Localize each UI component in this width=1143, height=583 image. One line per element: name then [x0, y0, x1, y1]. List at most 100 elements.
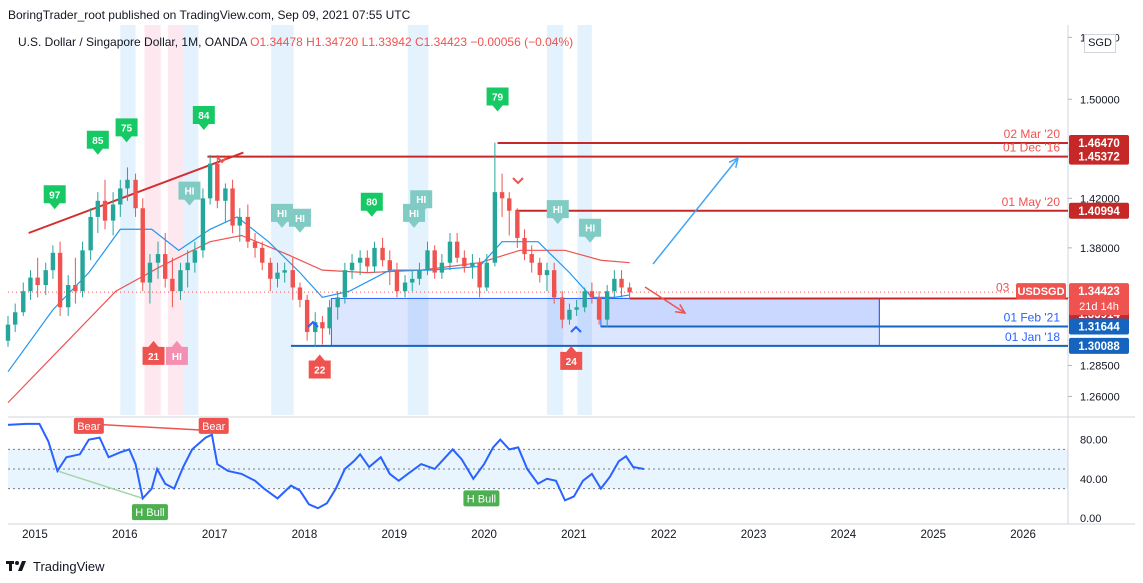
candle-body: [304, 299, 310, 333]
change-value: −0.00056 (−0.04%): [470, 35, 574, 49]
candle-body: [462, 257, 467, 267]
x-tick-label: 2026: [1010, 529, 1036, 541]
rsi-signal-text: Bear: [77, 421, 101, 433]
candle-body: [335, 297, 340, 308]
price-tag-text: 1.45372: [1078, 152, 1120, 164]
signal-badge: HI: [178, 181, 201, 206]
signal-badge: HI: [579, 218, 602, 243]
candle-body: [515, 210, 520, 238]
candle-body: [507, 198, 512, 211]
x-tick-label: 2022: [651, 529, 677, 541]
candle-body: [140, 208, 145, 283]
rsi-signal-badge: [73, 417, 104, 434]
signal-badge-shape: [270, 203, 293, 228]
signal-badge: 24: [560, 345, 583, 370]
symbol-tag-text: USDSGD: [1017, 286, 1064, 298]
candle-body: [200, 198, 206, 251]
rsi-signal-text: Bear: [202, 421, 226, 433]
candle-body: [282, 270, 287, 273]
candle-body: [492, 192, 498, 263]
candle-body: [417, 270, 422, 279]
candle-body: [402, 282, 408, 292]
current-price-tag: [1069, 283, 1129, 316]
candle-body: [73, 285, 78, 292]
open-value: O1.34478: [250, 35, 303, 49]
low-value: L1.33942: [361, 35, 412, 49]
candle-body: [425, 250, 430, 271]
candle-body: [365, 257, 370, 267]
signal-badge-text: 85: [92, 136, 104, 147]
signal-badge-shape: [192, 106, 215, 131]
signal-badge-shape: [86, 130, 109, 155]
candle-body: [544, 270, 550, 276]
signal-badge-text: 84: [198, 111, 210, 122]
candle-body: [170, 278, 175, 292]
signal-badge: 75: [115, 118, 138, 143]
x-tick-label: 2020: [471, 529, 497, 541]
y-tick-label: 1.50000: [1080, 94, 1120, 106]
price-tag: [1069, 148, 1129, 165]
signal-badge-text: HI: [172, 352, 182, 363]
candle-body: [275, 272, 280, 279]
candle-body: [268, 262, 273, 279]
bearish-projection-arrow: [644, 286, 686, 314]
x-tick-label: 2015: [22, 529, 48, 541]
signal-badge-shape: [579, 218, 602, 243]
candle-body: [320, 322, 325, 329]
signal-badge: HI: [288, 208, 311, 233]
candle-body: [245, 216, 251, 242]
candle-body: [522, 237, 527, 255]
signal-badge: 79: [486, 87, 509, 112]
highlight-band: [120, 25, 136, 415]
highlight-band: [144, 25, 161, 415]
x-tick-label: 2017: [202, 529, 228, 541]
price-tag: [1069, 337, 1129, 354]
candle-body: [394, 270, 400, 292]
brand-name: TradingView: [33, 558, 105, 574]
candle-body: [627, 287, 632, 293]
rsi-signal-badge: [131, 504, 168, 521]
candle-body: [484, 262, 489, 288]
ema-slow-line: [7, 234, 630, 404]
candle-body: [192, 250, 198, 263]
signal-badge-text: 80: [366, 198, 378, 209]
candle-body: [342, 270, 348, 298]
candle-body: [88, 216, 93, 251]
candle-body: [178, 270, 183, 292]
tradingview-icon: [6, 561, 26, 571]
symbol-name[interactable]: U.S. Dollar / Singapore Dollar, 1M, OAND…: [18, 35, 247, 49]
signal-badge-shape: [115, 118, 138, 143]
down-chevron-icon: [216, 156, 228, 164]
candle-body: [163, 254, 168, 279]
candle-body: [237, 216, 242, 226]
level-label: 01 May '20: [1002, 195, 1061, 209]
signal-badge: HI: [410, 190, 433, 215]
candle-body: [290, 270, 295, 288]
close-value: C1.34423: [414, 35, 468, 49]
signal-badge-shape: [288, 208, 311, 233]
candle-body: [349, 262, 355, 271]
x-tick-label: 2016: [112, 529, 138, 541]
x-tick-label: 2025: [920, 529, 946, 541]
signal-badge-text: 75: [121, 123, 133, 134]
signal-badge-text: HI: [585, 224, 595, 235]
currency-badge[interactable]: SGD: [1084, 34, 1116, 53]
x-tick-label: 2019: [381, 529, 407, 541]
candle-body: [12, 312, 18, 325]
bear-divergence-line: [88, 423, 214, 432]
candle-body: [102, 200, 108, 221]
signal-badge: 84: [192, 106, 215, 131]
price-tag-text: 1.30088: [1078, 341, 1120, 353]
rsi-signal-badge: [463, 490, 500, 507]
signal-badge-shape: [486, 87, 509, 112]
signal-badge-shape: [43, 185, 66, 210]
price-tag: [1069, 318, 1129, 335]
candle-body: [185, 262, 190, 271]
up-chevron-icon: [570, 325, 582, 333]
candle-body: [477, 262, 482, 288]
tradingview-logo[interactable]: TradingView: [6, 556, 105, 576]
candle-body: [551, 270, 557, 298]
signal-badge-shape: [546, 200, 569, 225]
signal-badge-text: HI: [184, 187, 194, 198]
